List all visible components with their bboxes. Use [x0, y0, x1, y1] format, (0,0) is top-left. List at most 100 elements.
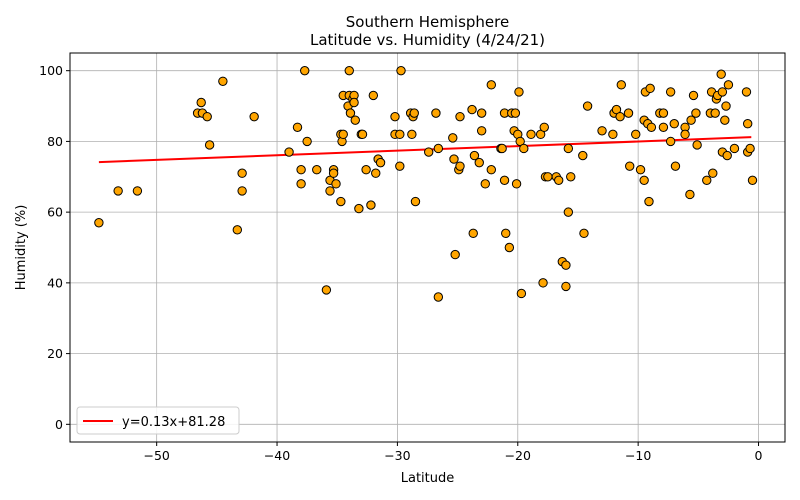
y-axis-ticks: 0 20 40 60 80 100	[39, 63, 70, 432]
data-point	[745, 143, 755, 154]
data-point	[665, 136, 676, 147]
data-point	[431, 108, 441, 118]
data-point	[232, 225, 243, 235]
data-point	[644, 196, 654, 207]
data-point	[538, 278, 548, 288]
data-point	[717, 87, 728, 97]
x-tick-label: −40	[264, 448, 290, 463]
data-point	[742, 119, 753, 129]
plot-frame	[69, 52, 786, 443]
data-point	[450, 249, 460, 260]
data-point	[514, 87, 524, 97]
data-point	[597, 126, 607, 136]
data-point	[328, 168, 339, 178]
data-point	[375, 157, 386, 168]
data-point	[486, 80, 496, 90]
data-point	[645, 83, 655, 94]
data-point	[300, 65, 310, 76]
data-point	[686, 115, 696, 125]
data-point	[312, 165, 322, 175]
x-axis-ticks: −50 −40 −30 −20 −10 0	[143, 442, 763, 463]
data-point	[455, 161, 465, 171]
data-point	[433, 292, 444, 302]
data-point	[325, 186, 335, 196]
data-point	[615, 111, 625, 122]
data-point	[721, 101, 731, 111]
data-point	[361, 165, 371, 175]
y-tick-label: 80	[47, 134, 63, 149]
data-point	[708, 168, 718, 178]
legend-box	[76, 406, 240, 435]
data-point	[474, 157, 484, 168]
data-point	[646, 122, 657, 132]
data-point	[670, 161, 681, 171]
data-point	[302, 136, 312, 147]
data-point	[357, 129, 368, 140]
data-point	[407, 129, 417, 140]
data-point	[563, 143, 574, 154]
data-point	[395, 129, 405, 140]
data-point	[510, 108, 521, 118]
data-point	[582, 101, 593, 111]
data-point	[623, 108, 634, 118]
data-point	[692, 140, 702, 150]
data-point	[292, 122, 303, 132]
data-point	[410, 196, 421, 207]
data-point	[409, 108, 419, 118]
data-point	[631, 129, 641, 140]
data-point	[390, 111, 400, 122]
legend: y=0.13x+81.28	[76, 406, 240, 435]
data-point	[455, 111, 465, 122]
data-point	[284, 147, 294, 157]
data-point	[449, 154, 459, 164]
data-point	[113, 186, 123, 196]
data-point	[616, 80, 626, 90]
data-point	[345, 108, 356, 118]
data-point	[344, 65, 354, 76]
data-point	[658, 122, 669, 132]
x-tick-label: −50	[143, 448, 169, 463]
data-point	[476, 126, 487, 136]
data-point	[368, 90, 379, 101]
data-point	[691, 108, 701, 118]
data-point	[635, 165, 646, 175]
data-point	[680, 129, 690, 140]
data-points	[94, 65, 758, 302]
data-point	[579, 228, 589, 239]
data-point	[716, 69, 726, 79]
data-point	[722, 150, 732, 161]
data-point	[578, 150, 588, 161]
data-point	[237, 168, 247, 178]
chart-title-line2: Latitude vs. Humidity (4/24/21)	[310, 31, 545, 49]
data-point	[469, 150, 480, 161]
data-point	[639, 175, 649, 186]
data-point	[665, 87, 676, 97]
data-point	[371, 168, 381, 178]
data-point	[350, 115, 360, 125]
data-point	[497, 143, 507, 154]
data-point	[658, 108, 669, 118]
data-point	[218, 76, 228, 86]
x-tick-label: −30	[384, 448, 410, 463]
y-axis-label: Humidity (%)	[14, 205, 29, 291]
data-point	[561, 260, 571, 270]
data-point	[424, 147, 434, 157]
data-point	[723, 80, 734, 90]
data-point	[486, 165, 496, 175]
data-point	[543, 172, 553, 182]
data-point	[354, 203, 364, 214]
data-point	[94, 218, 104, 228]
data-point	[296, 179, 306, 189]
data-point	[561, 281, 571, 292]
chart-title-line1: Southern Hemisphere	[346, 13, 509, 31]
data-point	[331, 179, 341, 189]
data-point	[608, 129, 618, 140]
data-point	[501, 228, 511, 239]
data-point	[476, 108, 487, 118]
data-point	[720, 115, 730, 125]
y-tick-label: 0	[55, 417, 63, 432]
data-point	[685, 189, 695, 200]
data-point	[625, 161, 635, 171]
legend-label: y=0.13x+81.28	[122, 415, 225, 430]
data-point	[396, 65, 406, 76]
